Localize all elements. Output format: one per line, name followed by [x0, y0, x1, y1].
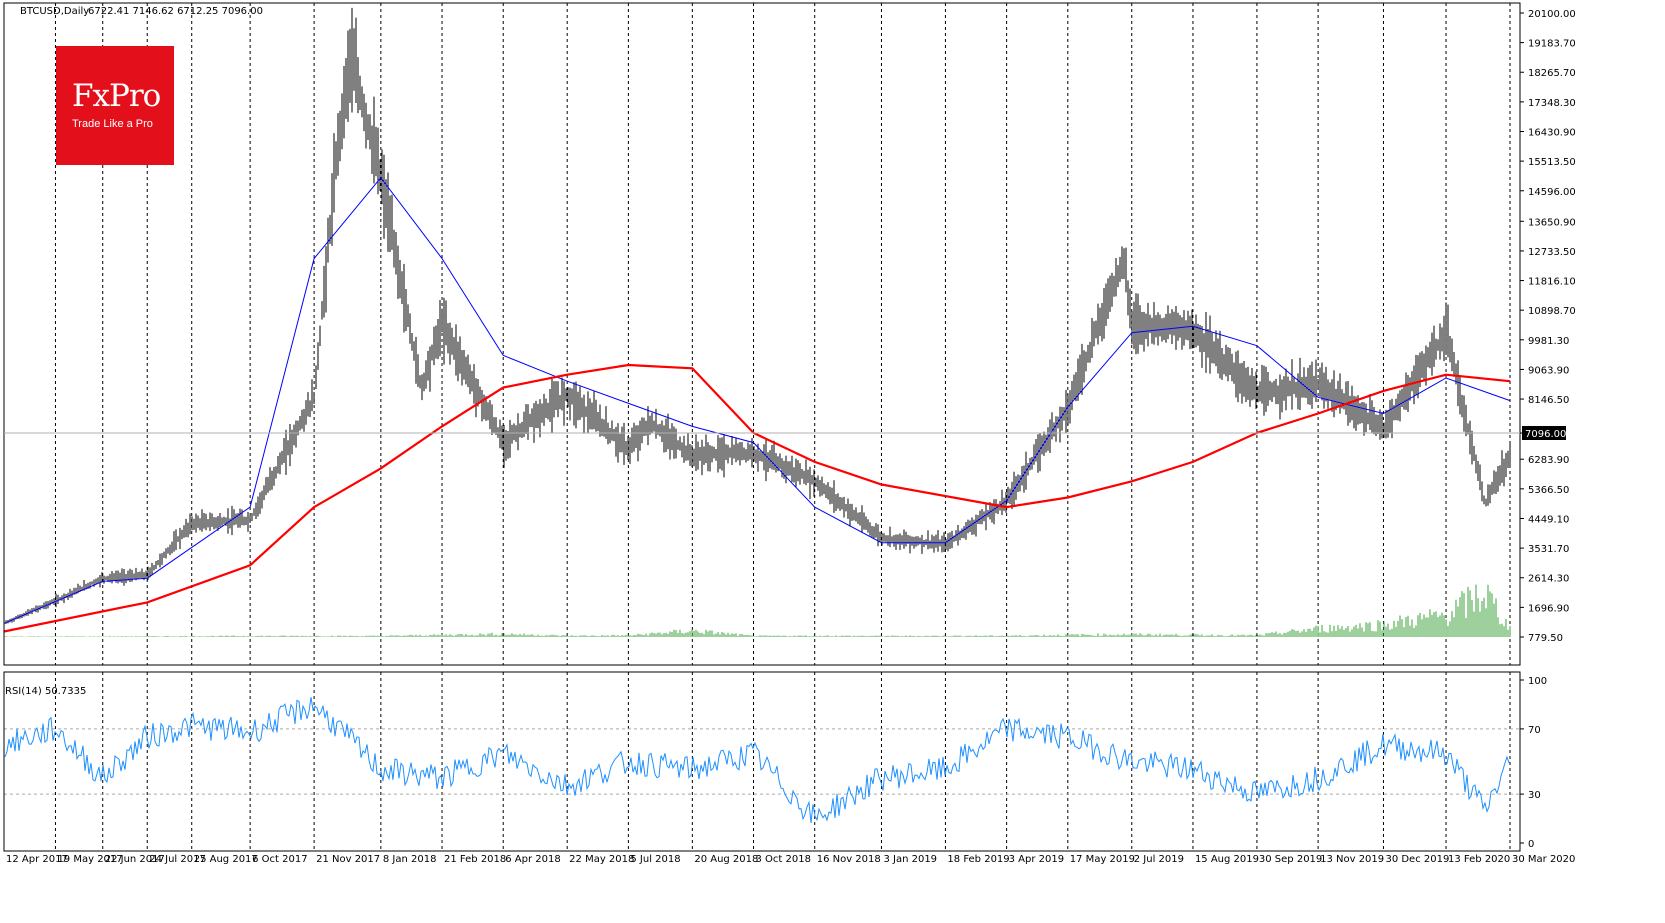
x-tick-label: 22 May 2018 — [569, 854, 634, 865]
x-tick-label: 30 Dec 2019 — [1385, 854, 1449, 865]
x-tick-label: 30 Sep 2019 — [1259, 854, 1322, 865]
y-tick-label: 6283.90 — [1528, 455, 1569, 466]
rsi-y-tick-label: 70 — [1528, 725, 1541, 736]
x-tick-label: 15 Aug 2019 — [1195, 854, 1259, 865]
y-tick-label: 13650.90 — [1528, 217, 1576, 228]
x-tick-label: 20 Aug 2018 — [694, 854, 758, 865]
x-tick-label: 30 Mar 2020 — [1512, 854, 1575, 865]
y-tick-label: 14596.00 — [1528, 187, 1576, 198]
y-tick-label: 12733.50 — [1528, 247, 1576, 258]
y-tick-label: 779.50 — [1528, 633, 1563, 644]
ma-layer — [3, 176, 1511, 633]
x-tick-label: 6 Apr 2018 — [505, 854, 560, 865]
x-tick-label: 2 Jul 2019 — [1134, 854, 1184, 865]
x-tick-label: 13 Feb 2020 — [1448, 854, 1510, 865]
rsi-line — [4, 697, 1510, 824]
y-tick-label: 4449.10 — [1528, 514, 1569, 525]
y-tick-label: 9981.30 — [1528, 336, 1569, 347]
y-tick-label: 17348.30 — [1528, 98, 1576, 109]
ohlc-header: 6722.41 7146.62 6712.25 7096.00 — [88, 6, 263, 17]
y-tick-label: 20100.00 — [1528, 9, 1576, 20]
x-tick-label: 24 Jul 2017 — [149, 854, 206, 865]
x-tick-label: 17 May 2019 — [1070, 854, 1135, 865]
rsi-y-tick-label: 100 — [1528, 676, 1547, 687]
rsi-title: RSI(14) 50.7335 — [5, 686, 86, 697]
x-tick-label: 21 Nov 2017 — [316, 854, 380, 865]
ma-line — [3, 363, 1511, 633]
x-tick-label: 19 May 2017 — [57, 854, 122, 865]
last-price-label: 7096.00 — [1525, 429, 1566, 440]
fxpro-logo: FxPro Trade Like a Pro — [56, 46, 174, 165]
y-tick-label: 15513.50 — [1528, 157, 1576, 168]
x-tick-label: 12 Apr 2017 — [6, 854, 68, 865]
ma-line — [3, 176, 1511, 624]
y-tick-label: 1696.90 — [1528, 603, 1569, 614]
x-tick-label: 3 Oct 2018 — [756, 854, 811, 865]
x-tick-label: 3 Apr 2019 — [1009, 854, 1064, 865]
x-tick-label: 5 Jul 2018 — [630, 854, 680, 865]
x-tick-label: 25 Aug 2017 — [194, 854, 258, 865]
rsi-y-tick-label: 0 — [1528, 839, 1534, 850]
rsi-y-tick-label: 30 — [1528, 790, 1541, 801]
x-tick-label: 3 Jan 2019 — [883, 854, 937, 865]
x-tick-label: 18 Feb 2019 — [947, 854, 1009, 865]
x-tick-label: 8 Jan 2018 — [383, 854, 437, 865]
y-tick-label: 8146.50 — [1528, 395, 1569, 406]
logo-brand: FxPro — [72, 78, 161, 114]
x-tick-label: 6 Oct 2017 — [252, 854, 307, 865]
y-tick-label: 11816.10 — [1528, 277, 1576, 288]
y-tick-label: 19183.70 — [1528, 39, 1576, 50]
y-tick-label: 5366.50 — [1528, 485, 1569, 496]
rsi-layer — [4, 697, 1510, 824]
symbol-header: BTCUSD,Daily — [20, 6, 89, 17]
y-tick-label: 18265.70 — [1528, 68, 1576, 79]
y-tick-label: 2614.30 — [1528, 574, 1569, 585]
y-tick-label: 10898.70 — [1528, 306, 1576, 317]
y-tick-label: 9063.90 — [1528, 365, 1569, 376]
x-tick-label: 13 Nov 2019 — [1320, 854, 1384, 865]
y-tick-label: 16430.90 — [1528, 128, 1576, 139]
last-price-box — [1522, 425, 1566, 440]
logo-tagline: Trade Like a Pro — [72, 118, 153, 130]
x-tick-label: 22 Jun 2017 — [105, 854, 165, 865]
x-tick-label: 16 Nov 2018 — [817, 854, 881, 865]
x-tick-label: 21 Feb 2018 — [444, 854, 506, 865]
volume-layer — [5, 584, 1511, 637]
main-panel-frame — [3, 2, 1521, 666]
rsi-panel-frame — [3, 671, 1521, 852]
y-tick-label: 3531.70 — [1528, 544, 1569, 555]
